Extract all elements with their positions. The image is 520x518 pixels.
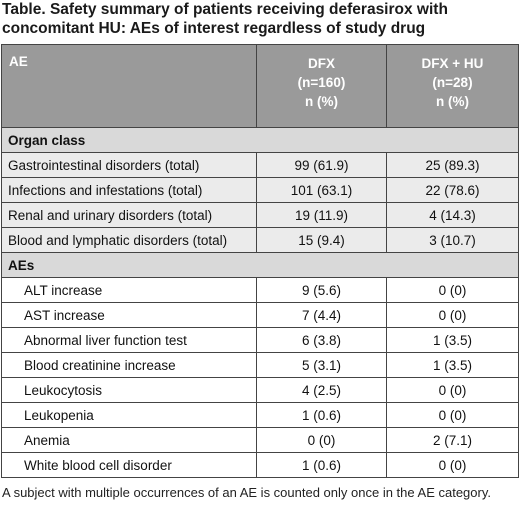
cell-dfx-hu: 0 (0)	[386, 402, 519, 428]
header-dfx-hu: DFX + HU (n=28) n (%)	[386, 44, 519, 128]
table-row: Renal and urinary disorders (total) 19 (…	[1, 202, 519, 228]
table-row: AST increase 7 (4.4) 0 (0)	[1, 302, 519, 328]
section-label-organ-class: Organ class	[1, 127, 519, 153]
header-dfx-hu-n: (n=28)	[432, 75, 473, 90]
row-label: Leukocytosis	[1, 377, 257, 403]
header-dfx-unit: n (%)	[305, 94, 338, 109]
table-row: Gastrointestinal disorders (total) 99 (6…	[1, 152, 519, 178]
cell-dfx-hu: 2 (7.1)	[386, 427, 519, 453]
cell-dfx-hu: 3 (10.7)	[386, 227, 519, 253]
cell-dfx: 99 (61.9)	[256, 152, 387, 178]
cell-dfx-hu: 0 (0)	[386, 302, 519, 328]
table-row: White blood cell disorder 1 (0.6) 0 (0)	[1, 452, 519, 478]
table-row: Blood creatinine increase 5 (3.1) 1 (3.5…	[1, 352, 519, 378]
row-label: Blood creatinine increase	[1, 352, 257, 378]
table-title: Table. Safety summary of patients receiv…	[2, 1, 448, 37]
cell-dfx: 5 (3.1)	[256, 352, 387, 378]
safety-table: AE DFX (n=160) n (%) DFX + HU (n=28) n (…	[1, 44, 519, 478]
table-footnote: A subject with multiple occurrences of a…	[2, 485, 491, 500]
header-dfx-hu-name: DFX + HU	[421, 56, 484, 71]
table-row: Leukocytosis 4 (2.5) 0 (0)	[1, 377, 519, 403]
cell-dfx-hu: 1 (3.5)	[386, 352, 519, 378]
row-label: ALT increase	[1, 277, 257, 303]
table-row: Leukopenia 1 (0.6) 0 (0)	[1, 402, 519, 428]
row-label: Abnormal liver function test	[1, 327, 257, 353]
header-ae: AE	[1, 44, 257, 128]
header-dfx-name: DFX	[308, 56, 335, 71]
cell-dfx: 6 (3.8)	[256, 327, 387, 353]
row-label: Blood and lymphatic disorders (total)	[1, 227, 257, 253]
row-label: Renal and urinary disorders (total)	[1, 202, 257, 228]
cell-dfx: 19 (11.9)	[256, 202, 387, 228]
header-dfx-hu-unit: n (%)	[436, 94, 469, 109]
cell-dfx: 15 (9.4)	[256, 227, 387, 253]
cell-dfx: 4 (2.5)	[256, 377, 387, 403]
row-label: Leukopenia	[1, 402, 257, 428]
header-dfx-n: (n=160)	[297, 75, 346, 90]
cell-dfx: 1 (0.6)	[256, 452, 387, 478]
table-row: Abnormal liver function test 6 (3.8) 1 (…	[1, 327, 519, 353]
cell-dfx-hu: 25 (89.3)	[386, 152, 519, 178]
section-row-aes: AEs	[1, 252, 519, 278]
cell-dfx-hu: 0 (0)	[386, 277, 519, 303]
row-label: White blood cell disorder	[1, 452, 257, 478]
header-dfx: DFX (n=160) n (%)	[256, 44, 387, 128]
cell-dfx-hu: 0 (0)	[386, 452, 519, 478]
cell-dfx: 0 (0)	[256, 427, 387, 453]
cell-dfx-hu: 1 (3.5)	[386, 327, 519, 353]
table-row: Anemia 0 (0) 2 (7.1)	[1, 427, 519, 453]
cell-dfx-hu: 0 (0)	[386, 377, 519, 403]
cell-dfx-hu: 4 (14.3)	[386, 202, 519, 228]
row-label: Anemia	[1, 427, 257, 453]
cell-dfx-hu: 22 (78.6)	[386, 177, 519, 203]
table-row: Infections and infestations (total) 101 …	[1, 177, 519, 203]
row-label: Gastrointestinal disorders (total)	[1, 152, 257, 178]
section-row-organ-class: Organ class	[1, 127, 519, 153]
cell-dfx: 7 (4.4)	[256, 302, 387, 328]
table-row: Blood and lymphatic disorders (total) 15…	[1, 227, 519, 253]
cell-dfx: 1 (0.6)	[256, 402, 387, 428]
cell-dfx: 101 (63.1)	[256, 177, 387, 203]
section-label-aes: AEs	[1, 252, 519, 278]
row-label: Infections and infestations (total)	[1, 177, 257, 203]
row-label: AST increase	[1, 302, 257, 328]
cell-dfx: 9 (5.6)	[256, 277, 387, 303]
table-row: ALT increase 9 (5.6) 0 (0)	[1, 277, 519, 303]
table-header-row: AE DFX (n=160) n (%) DFX + HU (n=28) n (…	[1, 44, 519, 128]
